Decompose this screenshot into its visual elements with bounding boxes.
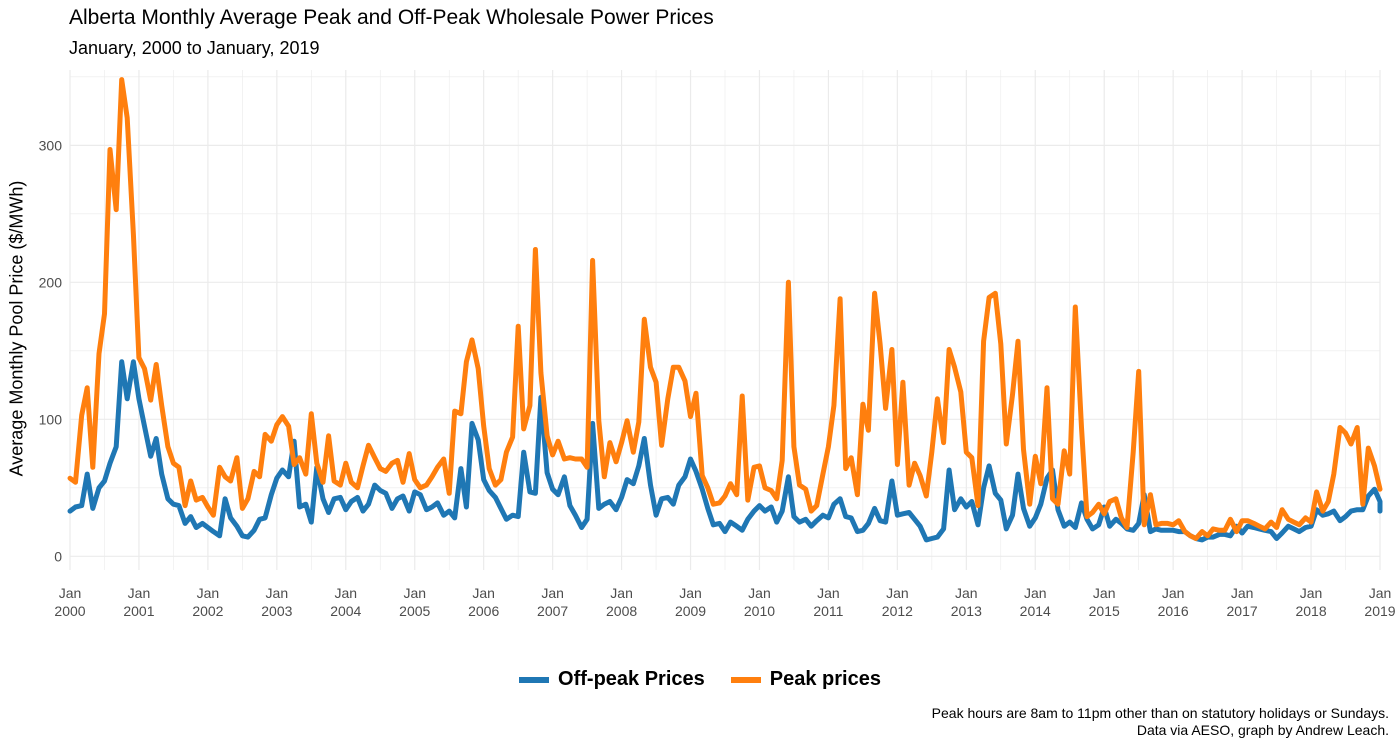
x-tick-label-month: Jan xyxy=(541,585,564,601)
x-tick-label-year: 2018 xyxy=(1295,603,1326,619)
x-tick-label-year: 2012 xyxy=(882,603,913,619)
series-layer xyxy=(67,77,1383,543)
legend-label-offpeak: Off-peak Prices xyxy=(558,668,705,690)
x-tick-label-year: 2001 xyxy=(123,603,154,619)
x-tick-label-month: Jan xyxy=(197,585,220,601)
chart-title: Alberta Monthly Average Peak and Off-Pea… xyxy=(69,6,714,29)
x-tick-label-year: 2003 xyxy=(261,603,292,619)
tick-label-layer: 0 100 200 300 Jan 2000 Jan 2001 Jan 2002 Jan 2003 Ja… xyxy=(39,137,1396,619)
x-tick-label-month: Jan xyxy=(748,585,771,601)
x-tick-label-month: Jan xyxy=(472,585,495,601)
x-tick-label-month: Jan xyxy=(128,585,151,601)
y-tick-label: 200 xyxy=(39,274,63,290)
chart-subtitle: January, 2000 to January, 2019 xyxy=(69,38,320,58)
x-tick-label-month: Jan xyxy=(610,585,633,601)
x-tick-label-year: 2002 xyxy=(192,603,223,619)
x-tick-label-month: Jan xyxy=(1369,585,1392,601)
x-tick-label-year: 2011 xyxy=(813,603,843,619)
legend-key-peak xyxy=(730,676,761,683)
x-tick-label-year: 2015 xyxy=(1089,603,1120,619)
x-tick-label-month: Jan xyxy=(1162,585,1185,601)
caption-line-2: Data via AESO, graph by Andrew Leach. xyxy=(1136,722,1389,738)
x-tick-label-month: Jan xyxy=(1093,585,1116,601)
legend: Off-peak Prices Peak prices xyxy=(0,668,1400,691)
x-tick-label-month: Jan xyxy=(955,585,978,601)
x-tick-label-year: 2007 xyxy=(537,603,568,619)
x-tick-label-year: 2009 xyxy=(675,603,706,619)
legend-key-offpeak xyxy=(519,676,550,683)
x-tick-label-month: Jan xyxy=(679,585,702,601)
series-line-offpeak xyxy=(67,359,1383,543)
legend-item-offpeak[interactable]: Off-peak Prices xyxy=(519,668,705,691)
x-tick-label-year: 2005 xyxy=(399,603,430,619)
x-tick-label-year: 2014 xyxy=(1020,603,1051,619)
x-tick-label-year: 2017 xyxy=(1227,603,1258,619)
legend-label-peak: Peak prices xyxy=(769,668,881,690)
caption-line-1: Peak hours are 8am to 11pm other than on… xyxy=(931,705,1389,721)
x-tick-label-year: 2019 xyxy=(1364,603,1395,619)
x-tick-label-month: Jan xyxy=(1231,585,1254,601)
x-tick-label-month: Jan xyxy=(403,585,426,601)
y-tick-label: 0 xyxy=(54,548,62,564)
x-tick-label-month: Jan xyxy=(266,585,289,601)
caption: Peak hours are 8am to 11pm other than on… xyxy=(932,705,1389,739)
y-tick-label: 300 xyxy=(39,137,63,153)
x-tick-label-year: 2004 xyxy=(330,603,361,619)
x-tick-label-year: 2010 xyxy=(744,603,775,619)
x-tick-label-year: 2013 xyxy=(951,603,982,619)
x-tick-label-month: Jan xyxy=(886,585,909,601)
x-tick-label-month: Jan xyxy=(1024,585,1047,601)
x-tick-label-month: Jan xyxy=(59,585,82,601)
x-tick-label-month: Jan xyxy=(817,585,840,601)
y-tick-label: 100 xyxy=(39,411,63,427)
x-tick-label-year: 2016 xyxy=(1158,603,1189,619)
x-tick-label-month: Jan xyxy=(1300,585,1323,601)
x-tick-label-month: Jan xyxy=(335,585,358,601)
x-tick-label-year: 2008 xyxy=(606,603,637,619)
x-tick-label-year: 2000 xyxy=(54,603,85,619)
series-line-peak xyxy=(67,77,1383,541)
x-tick-label-year: 2006 xyxy=(468,603,499,619)
legend-item-peak[interactable]: Peak prices xyxy=(730,668,881,691)
